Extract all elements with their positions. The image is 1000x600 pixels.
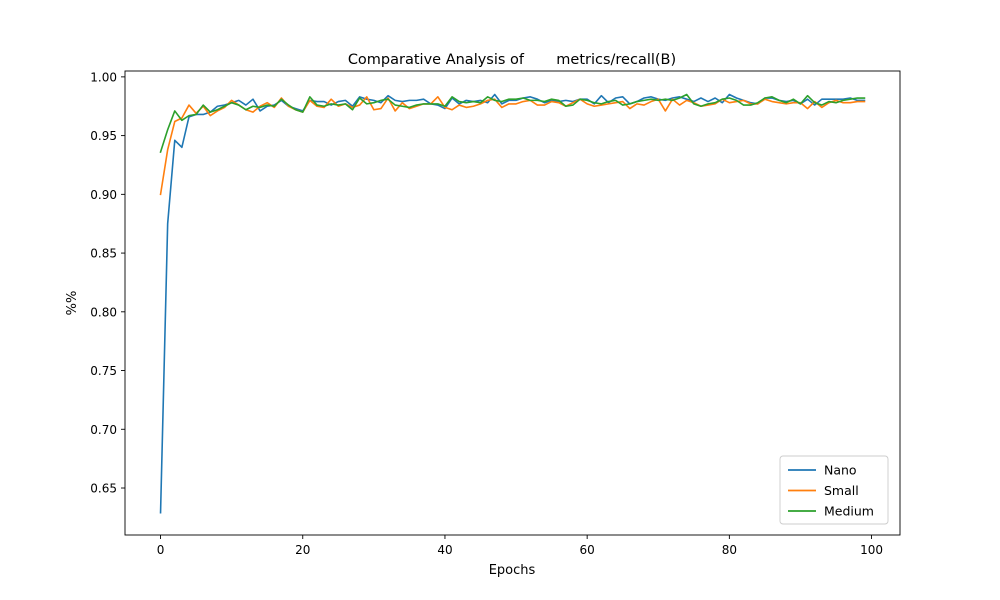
series-line-medium xyxy=(159,93,866,154)
legend-box xyxy=(779,455,889,525)
x-tick-label: 20 xyxy=(295,543,310,557)
x-axis-label: Epochs xyxy=(489,563,536,578)
y-tick-label: 0.75 xyxy=(90,364,117,378)
y-tick-label: 0.70 xyxy=(90,423,117,437)
legend-label-medium: Medium xyxy=(824,504,874,519)
y-axis-label: %% xyxy=(65,291,80,316)
y-tick-label: 1.00 xyxy=(90,70,117,84)
axes-frame xyxy=(124,70,901,536)
x-tick-label: 0 xyxy=(157,543,165,557)
y-tick-label: 0.80 xyxy=(90,305,117,319)
x-tick-label: 100 xyxy=(860,543,883,557)
x-tick-label: 60 xyxy=(580,543,595,557)
legend-label-small: Small xyxy=(824,483,859,498)
y-tick-label: 0.95 xyxy=(90,129,117,143)
legend-label-nano: Nano xyxy=(824,463,857,478)
x-tick-label: 80 xyxy=(722,543,737,557)
y-tick-label: 0.90 xyxy=(90,188,117,202)
chart-title: Comparative Analysis of metrics/recall(B… xyxy=(348,52,676,68)
x-tick-label: 40 xyxy=(437,543,452,557)
plot-area: 0 20 40 60 80 100 0.65 0.70 0.75 0.80 0.85 0.90 0.95… xyxy=(90,70,901,557)
y-tick-label: 0.85 xyxy=(90,247,117,261)
y-tick-label: 0.65 xyxy=(90,482,117,496)
